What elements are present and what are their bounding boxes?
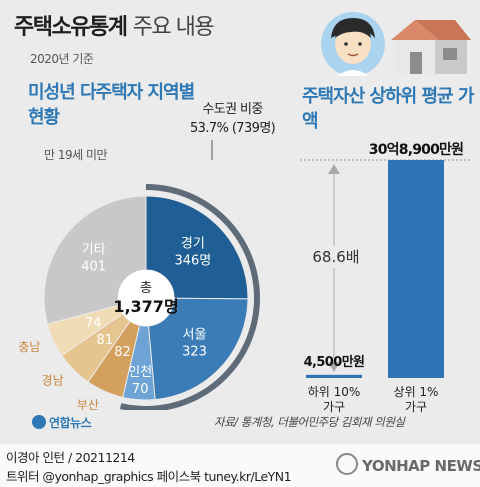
category-label-top-households: 가구	[405, 400, 427, 414]
base-year: 2020년 기준	[30, 52, 94, 66]
category-label-bottom-households: 가구	[323, 400, 345, 414]
slice-label-6: 기타	[82, 243, 106, 258]
capital-share-annotation: 수도권 비중 53.7% (739명)	[190, 100, 276, 138]
capital-share-label: 수도권 비중	[202, 102, 263, 117]
bar-chart-heading: 주택자산 상하위 평균 가액	[302, 86, 474, 132]
slice-value-6: 401	[81, 260, 106, 275]
slice-label-2: 인천	[128, 365, 152, 380]
capital-share-value: 53.7% (739명)	[190, 121, 276, 136]
slice-value-4: 81	[97, 333, 114, 348]
ratio-bg	[312, 246, 360, 268]
slice-value-0: 346명	[174, 254, 211, 269]
social-line: 트위터 @yonhap_graphics 페이스북 tuney.kr/LeYN1	[6, 469, 292, 484]
watermark: YONHAP NEWS	[336, 453, 480, 475]
donut-hole	[118, 270, 174, 326]
slice-value-3: 82	[114, 345, 131, 360]
page-title: 주택소유통계 주요 내용	[14, 9, 215, 41]
age-note: 만 19세 미만	[44, 148, 108, 162]
total-label: 총	[140, 281, 152, 296]
bottom-bar-value: 4,500만원	[304, 354, 365, 370]
ratio-label: 68.6배	[312, 248, 359, 266]
slice-label-4: 경남	[42, 374, 64, 388]
credit-line: 이경아 인턴 / 20211214	[6, 450, 135, 465]
footer: 이경아 인턴 / 20211214 트위터 @yonhap_graphics 페…	[0, 444, 480, 487]
donut-chart-heading: 미성년 다주택자 지역별 현황	[28, 82, 195, 128]
slice-label-3: 부산	[77, 398, 99, 410]
house-icon	[391, 20, 471, 74]
person-icon	[321, 12, 385, 76]
yonhap-logo: 연합뉴스	[32, 414, 92, 431]
brand-name: 연합뉴스	[49, 416, 92, 430]
top-bar-value: 30억8,900만원	[369, 142, 463, 158]
slice-label-5: 충남	[18, 340, 40, 354]
category-label-top-1pct: 상위 1%	[394, 385, 439, 399]
bar-bottom-10pct	[306, 374, 362, 378]
title-main: 주택소유통계	[14, 15, 128, 40]
category-label-bottom-10pct: 하위 10%	[308, 385, 361, 399]
slice-label-0: 경기	[181, 237, 205, 252]
title-sub: 주요 내용	[132, 15, 215, 40]
slice-value-5: 74	[85, 316, 102, 331]
logo-icon	[32, 415, 46, 429]
source-note: 자료/ 통계청, 더불어민주당 김회재 의원실	[214, 415, 405, 429]
watermark-text: YONHAP NEWS	[362, 457, 480, 475]
ratio-arrow-down	[328, 362, 340, 372]
ratio-arrow-up	[328, 164, 340, 174]
bar-top-1pct	[388, 160, 444, 378]
person-house-illustration	[321, 12, 471, 76]
slice-value-2: 70	[132, 382, 149, 397]
slice-label-1: 서울	[183, 328, 207, 343]
watermark-icon	[336, 453, 358, 475]
bar-chart: 30억8,900만원 68.6배 4,500만원 하위 10% 가구 상위 1%…	[300, 142, 470, 414]
slice-value-1: 323	[182, 345, 207, 360]
total-value: 1,377명	[113, 297, 178, 316]
